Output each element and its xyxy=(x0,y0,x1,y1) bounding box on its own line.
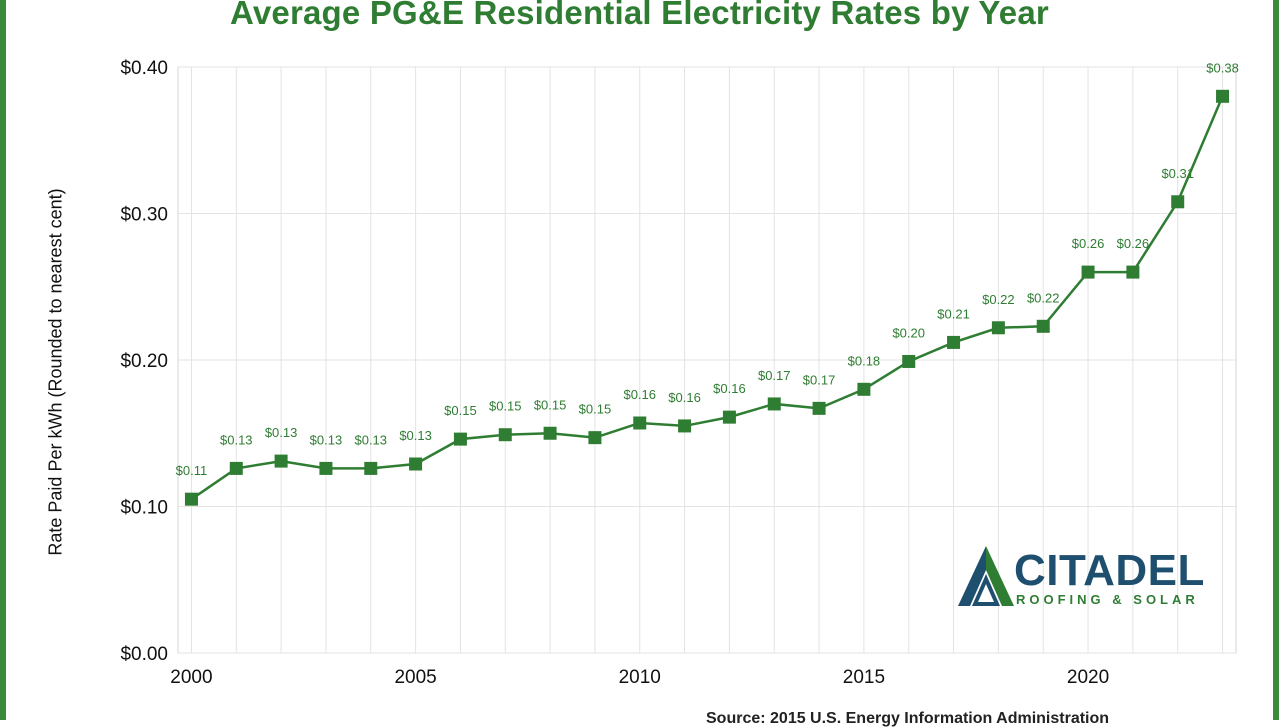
x-tick-label: 2020 xyxy=(1067,667,1109,688)
data-point xyxy=(812,401,826,415)
y-tick-label: $0.00 xyxy=(120,644,168,665)
data-point xyxy=(543,426,557,440)
data-point xyxy=(1171,195,1185,209)
y-tick-label: $0.20 xyxy=(120,351,168,372)
data-label: $0.26 xyxy=(1117,236,1150,251)
data-point xyxy=(229,461,243,475)
data-label: $0.13 xyxy=(265,425,298,440)
data-label: $0.16 xyxy=(668,390,701,405)
data-point xyxy=(364,461,378,475)
data-label: $0.22 xyxy=(982,292,1015,307)
data-label: $0.38 xyxy=(1206,60,1239,75)
data-point xyxy=(902,354,916,368)
data-label: $0.11 xyxy=(176,463,208,478)
data-label: $0.22 xyxy=(1027,290,1060,305)
mountain-roof-icon xyxy=(958,546,1014,606)
data-label: $0.16 xyxy=(713,381,746,396)
data-point xyxy=(633,416,647,430)
data-label: $0.13 xyxy=(220,432,253,447)
x-tick-label: 2010 xyxy=(619,667,661,688)
data-point xyxy=(1036,319,1050,333)
data-point xyxy=(274,454,288,468)
series-line xyxy=(190,95,1224,501)
data-point xyxy=(588,431,602,445)
data-point xyxy=(722,410,736,424)
data-label: $0.15 xyxy=(444,403,477,418)
data-label: $0.31 xyxy=(1161,166,1194,181)
data-label: $0.26 xyxy=(1072,236,1105,251)
data-point xyxy=(498,428,512,442)
data-point xyxy=(409,457,423,471)
data-point xyxy=(857,382,871,396)
data-label: $0.13 xyxy=(310,432,343,447)
y-tick-label: $0.40 xyxy=(120,58,168,79)
y-axis-label: Rate Paid Per kWh (Rounded to nearest ce… xyxy=(45,188,66,556)
data-point xyxy=(767,397,781,411)
y-tick-label: $0.10 xyxy=(120,498,168,519)
data-point xyxy=(319,461,333,475)
data-point xyxy=(1216,89,1230,103)
x-tick-label: 2000 xyxy=(170,667,212,688)
data-point xyxy=(991,321,1005,335)
data-label: $0.17 xyxy=(758,368,791,383)
x-tick-label: 2015 xyxy=(843,667,885,688)
chart-title: Average PG&E Residential Electricity Rat… xyxy=(230,0,1049,31)
data-point xyxy=(678,419,692,433)
logo-name: CITADEL xyxy=(1014,546,1205,595)
data-label: $0.17 xyxy=(803,372,836,387)
data-label: $0.15 xyxy=(534,397,567,412)
data-label: $0.13 xyxy=(399,428,432,443)
data-point xyxy=(453,432,467,446)
data-label: $0.18 xyxy=(848,353,881,368)
data-point xyxy=(1081,265,1095,279)
data-point xyxy=(1126,265,1140,279)
data-label: $0.21 xyxy=(937,306,970,321)
data-label: $0.15 xyxy=(579,402,612,417)
data-point xyxy=(947,335,961,349)
source-note: Source: 2015 U.S. Energy Information Adm… xyxy=(706,710,1110,727)
data-label: $0.16 xyxy=(623,387,656,402)
data-point xyxy=(184,492,198,506)
x-tick-label: 2005 xyxy=(394,667,436,688)
y-tick-label: $0.30 xyxy=(120,205,168,226)
data-label: $0.15 xyxy=(489,399,522,414)
data-label: $0.13 xyxy=(354,432,387,447)
data-label: $0.20 xyxy=(892,325,925,340)
citadel-logo: CITADEL ROOFING & SOLAR xyxy=(956,544,1216,614)
logo-tagline: ROOFING & SOLAR xyxy=(1016,592,1199,607)
